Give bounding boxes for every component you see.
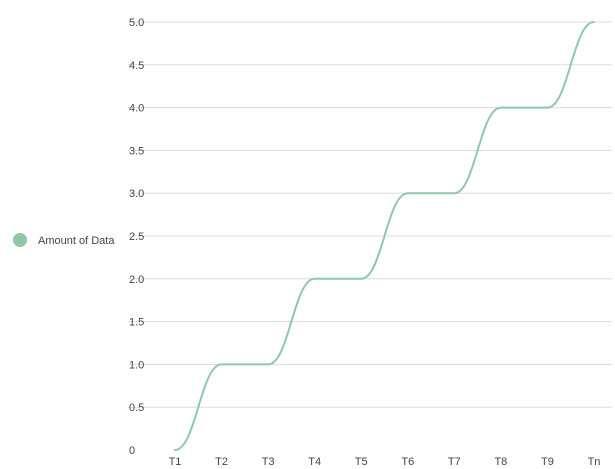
x-tick-label: T1 <box>169 456 182 468</box>
series-line-amount-of-data <box>174 21 595 451</box>
x-tick-label: T5 <box>355 456 368 468</box>
x-tick-label: T2 <box>215 456 228 468</box>
legend: Amount of Data <box>13 233 115 247</box>
y-axis-tick-labels: 0 0.5 1.0 1.5 2.0 2.5 3.0 3.5 4.0 4.5 5.0 <box>129 17 144 457</box>
x-tick-label: T8 <box>494 456 507 468</box>
x-tick-label: T9 <box>541 456 554 468</box>
y-tick-label: 2.0 <box>129 274 144 286</box>
series-lines <box>174 21 595 451</box>
x-tick-label: T4 <box>308 456 321 468</box>
legend-marker-amount-of-data <box>13 233 27 247</box>
y-tick-label: 1.5 <box>129 317 144 329</box>
y-tick-label: 3.0 <box>129 188 144 200</box>
y-tick-label: 1.0 <box>129 359 144 371</box>
y-tick-label: 4.0 <box>129 103 144 115</box>
legend-label-amount-of-data: Amount of Data <box>38 235 115 247</box>
x-tick-label: Tn <box>588 456 601 468</box>
x-tick-label: T6 <box>401 456 414 468</box>
y-tick-label: 0.5 <box>129 402 144 414</box>
y-tick-label: 0 <box>129 445 135 457</box>
x-axis-tick-labels: T1 T2 T3 T4 T5 T6 T7 T8 T9 Tn <box>169 456 601 468</box>
gridlines <box>128 21 612 408</box>
y-tick-label: 5.0 <box>129 17 144 29</box>
x-tick-label: T7 <box>448 456 461 468</box>
y-tick-label: 4.5 <box>129 60 144 72</box>
y-tick-label: 2.5 <box>129 231 144 243</box>
y-tick-label: 3.5 <box>129 145 144 157</box>
x-tick-label: T3 <box>262 456 275 468</box>
